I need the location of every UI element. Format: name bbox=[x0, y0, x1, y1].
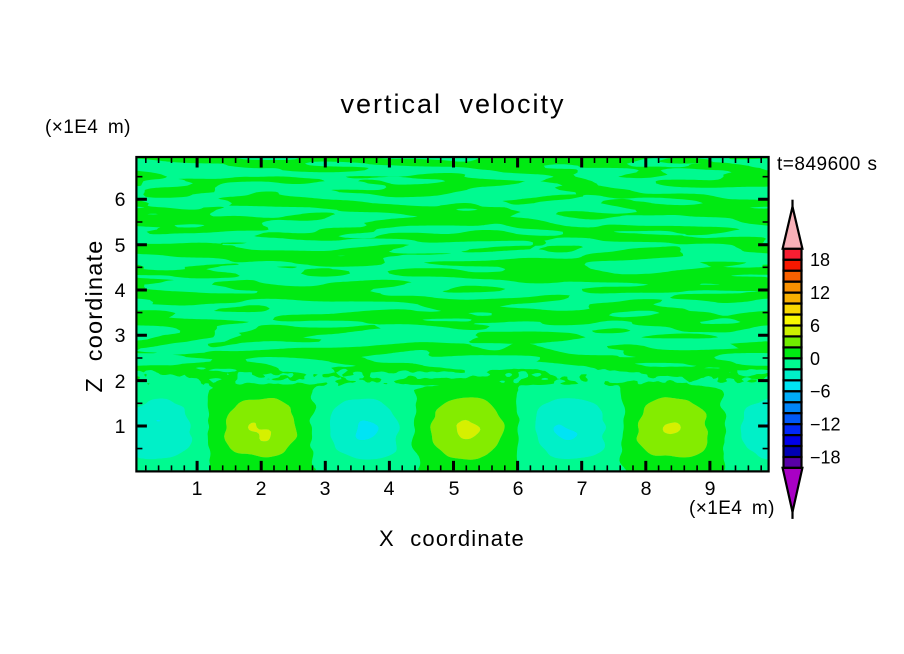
svg-text:7: 7 bbox=[577, 478, 588, 500]
svg-text:3: 3 bbox=[115, 325, 126, 347]
svg-text:3: 3 bbox=[320, 478, 331, 500]
svg-text:8: 8 bbox=[641, 478, 652, 500]
svg-text:1: 1 bbox=[192, 478, 203, 500]
svg-text:−18: −18 bbox=[810, 447, 841, 467]
svg-text:2: 2 bbox=[256, 478, 267, 500]
svg-text:4: 4 bbox=[115, 280, 126, 302]
svg-text:12: 12 bbox=[810, 283, 830, 303]
svg-text:(×1E4 m): (×1E4 m) bbox=[45, 117, 131, 138]
svg-text:0: 0 bbox=[810, 349, 820, 369]
svg-text:−12: −12 bbox=[810, 415, 841, 435]
svg-text:18: 18 bbox=[810, 250, 830, 270]
svg-text:X coordinate: X coordinate bbox=[379, 526, 525, 551]
svg-text:4: 4 bbox=[384, 478, 395, 500]
svg-text:5: 5 bbox=[115, 235, 126, 257]
svg-text:6: 6 bbox=[115, 189, 126, 211]
svg-text:t=849600 s: t=849600 s bbox=[777, 154, 878, 175]
svg-text:(×1E4 m): (×1E4 m) bbox=[689, 498, 775, 519]
svg-text:2: 2 bbox=[115, 371, 126, 393]
svg-text:6: 6 bbox=[513, 478, 524, 500]
svg-text:5: 5 bbox=[449, 478, 460, 500]
svg-text:vertical velocity: vertical velocity bbox=[340, 89, 565, 119]
svg-text:6: 6 bbox=[810, 316, 820, 336]
svg-text:9: 9 bbox=[705, 478, 716, 500]
svg-text:Z coordinate: Z coordinate bbox=[81, 239, 107, 392]
svg-text:−6: −6 bbox=[810, 382, 831, 402]
svg-text:1: 1 bbox=[115, 416, 126, 438]
